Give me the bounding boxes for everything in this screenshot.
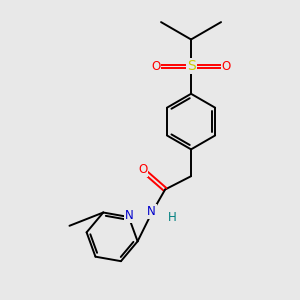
Text: O: O: [138, 163, 147, 176]
Text: O: O: [151, 60, 160, 73]
Text: N: N: [147, 205, 156, 218]
Text: N: N: [125, 209, 134, 222]
Text: H: H: [168, 212, 176, 224]
Text: O: O: [222, 60, 231, 73]
Text: S: S: [187, 59, 195, 73]
